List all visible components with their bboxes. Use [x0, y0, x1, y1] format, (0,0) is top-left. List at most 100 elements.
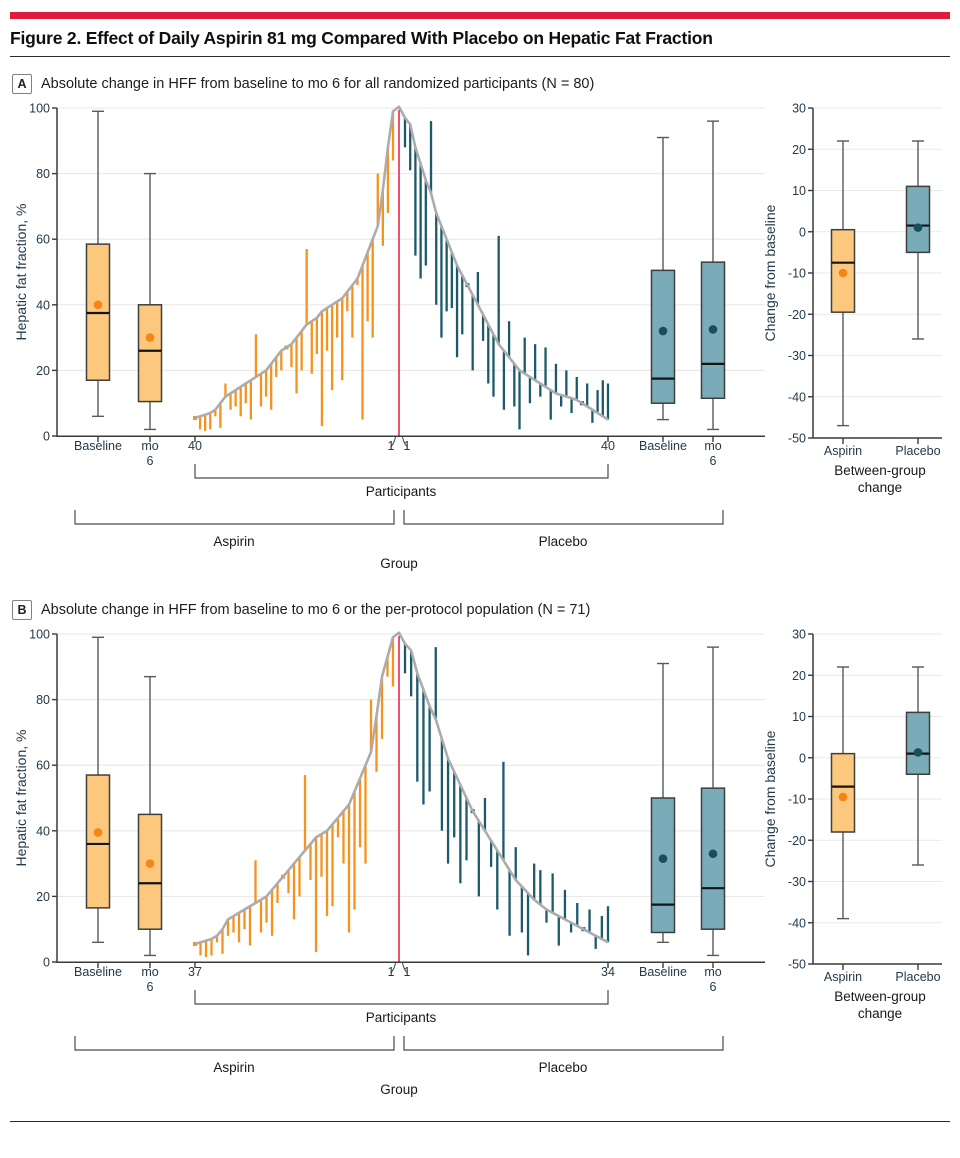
side-x-axis-title: Between-group	[834, 989, 926, 1004]
group-label: Group	[380, 1082, 418, 1097]
side-x-axis-title: Between-group	[834, 463, 926, 478]
box	[137, 813, 163, 930]
mean-dot	[658, 854, 668, 863]
mean-dot	[913, 223, 923, 232]
bottom-rule	[10, 1121, 950, 1122]
boxplot-aspirin-mo6	[137, 675, 163, 957]
y-tick-label: -20	[788, 834, 806, 848]
boxplot-change-placebo	[905, 666, 931, 866]
y-tick-label: 30	[792, 102, 806, 116]
y-tick-label: 60	[36, 233, 50, 247]
y-tick-label: 100	[29, 102, 50, 116]
center-connector	[402, 436, 408, 448]
x-label-mo6: mo	[141, 965, 158, 979]
side-x-axis-title: change	[858, 480, 902, 495]
y-tick-label: 80	[36, 693, 50, 707]
x-label-mo6: 6	[710, 454, 717, 468]
y-tick-label: 0	[799, 225, 806, 239]
panel-a-caption: Absolute change in HFF from baseline to …	[41, 76, 595, 92]
y-tick-label: -20	[788, 308, 806, 322]
center-connector	[390, 436, 396, 448]
placebo-group-label: Placebo	[539, 1060, 588, 1075]
y-tick-label: 40	[36, 298, 50, 312]
aspirin-group-bracket	[74, 510, 395, 525]
boxplot-placebo-baseline	[650, 136, 676, 421]
mean-dot	[708, 849, 718, 859]
mean-dot	[145, 333, 155, 342]
side-y-axis-title: Change from baseline	[762, 730, 778, 867]
x-label-mo6: 6	[147, 454, 154, 468]
y-tick-label: 0	[799, 751, 806, 765]
box	[85, 774, 111, 909]
title-rule	[10, 56, 950, 57]
x-label-baseline: Baseline	[639, 965, 687, 979]
box	[905, 711, 931, 775]
box	[650, 269, 676, 404]
x-label-one: 1	[388, 439, 395, 453]
y-tick-label: -10	[788, 267, 806, 281]
mean-dot	[658, 326, 668, 336]
boxplot-change-aspirin	[830, 666, 856, 920]
group-label: Group	[380, 556, 418, 571]
y-tick-label: 10	[792, 184, 806, 198]
participants-bracket	[194, 990, 609, 1005]
mean-dot	[838, 268, 848, 278]
center-connector	[390, 962, 396, 974]
x-label-baseline: Baseline	[74, 965, 122, 979]
x-label-placebo: Placebo	[895, 444, 940, 458]
panel-b: B Absolute change in HFF from baseline t…	[0, 600, 960, 1109]
aspirin-group-bracket	[74, 1036, 395, 1051]
boxplot-change-placebo	[905, 140, 931, 340]
x-label-baseline: Baseline	[74, 439, 122, 453]
y-tick-label: -50	[788, 958, 806, 972]
boxplot-placebo-baseline	[650, 662, 676, 944]
x-label-mo6: 6	[147, 980, 154, 994]
panel-b-header: B Absolute change in HFF from baseline t…	[12, 600, 950, 620]
mean-dot	[838, 792, 848, 802]
y-tick-label: 100	[29, 628, 50, 642]
main-y-axis-title: Hepatic fat fraction, %	[13, 204, 29, 341]
placebo-group-label: Placebo	[539, 534, 588, 549]
waterfall-placebo	[403, 117, 610, 430]
y-tick-label: 40	[36, 824, 50, 838]
box	[905, 185, 931, 254]
mean-dot	[708, 325, 718, 334]
x-label-one: 1	[404, 439, 411, 453]
aspirin-group-label: Aspirin	[213, 1060, 254, 1075]
x-label-n-right: 34	[601, 965, 615, 979]
x-label-aspirin: Aspirin	[824, 444, 862, 458]
y-tick-label: 30	[792, 628, 806, 642]
x-label-n-right: 40	[601, 439, 615, 453]
x-label-n-left: 40	[188, 439, 202, 453]
mean-dot	[93, 300, 103, 310]
x-label-baseline: Baseline	[639, 439, 687, 453]
x-label-aspirin: Aspirin	[824, 970, 862, 984]
accent-bar	[10, 12, 950, 19]
boxplot-aspirin-baseline	[85, 110, 111, 418]
y-tick-label: 0	[43, 956, 50, 970]
main-y-axis-title: Hepatic fat fraction, %	[13, 730, 29, 867]
waterfall-aspirin	[193, 111, 395, 432]
boxplot-placebo-mo6	[700, 120, 726, 431]
y-tick-label: -40	[788, 916, 806, 930]
panel-b-letter: B	[12, 600, 32, 620]
panel-b-caption: Absolute change in HFF from baseline to …	[41, 602, 591, 618]
participants-label: Participants	[366, 1010, 437, 1025]
y-tick-label: -50	[788, 432, 806, 446]
y-tick-label: -30	[788, 875, 806, 889]
panel-a-header: A Absolute change in HFF from baseline t…	[12, 74, 950, 94]
y-tick-label: 10	[792, 710, 806, 724]
side-y-axis-title: Change from baseline	[762, 204, 778, 341]
mean-dot	[93, 828, 103, 837]
x-label-placebo: Placebo	[895, 970, 940, 984]
boxplot-placebo-mo6	[700, 646, 726, 957]
baseline-curve	[194, 631, 609, 946]
y-tick-label: 80	[36, 167, 50, 181]
x-label-one: 1	[388, 965, 395, 979]
panel-a: A Absolute change in HFF from baseline t…	[0, 74, 960, 583]
mean-dot	[913, 748, 923, 757]
boxplot-aspirin-mo6	[137, 172, 163, 431]
